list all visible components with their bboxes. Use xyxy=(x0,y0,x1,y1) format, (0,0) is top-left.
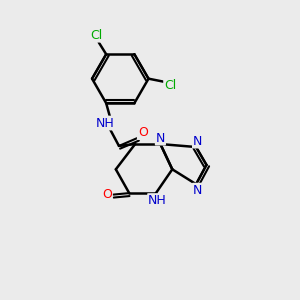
Text: NH: NH xyxy=(96,116,115,130)
Text: N: N xyxy=(156,132,165,145)
Text: O: O xyxy=(138,126,148,139)
Text: Cl: Cl xyxy=(91,29,103,42)
Text: O: O xyxy=(102,188,112,201)
Text: N: N xyxy=(193,135,202,148)
Text: N: N xyxy=(193,184,202,196)
Text: NH: NH xyxy=(148,194,167,207)
Text: Cl: Cl xyxy=(164,79,176,92)
